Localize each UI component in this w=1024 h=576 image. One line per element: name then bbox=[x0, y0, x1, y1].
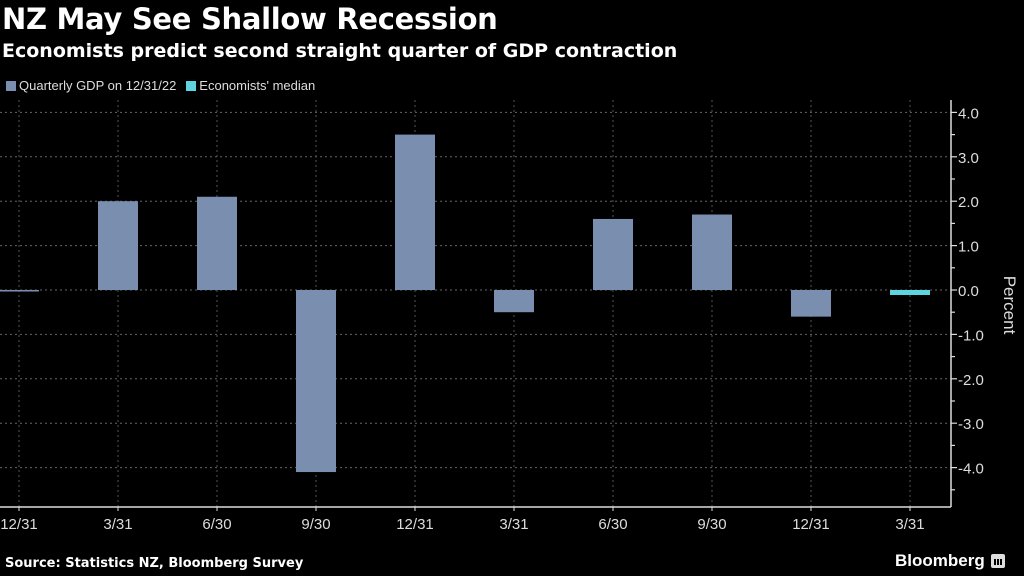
legend-label-median: Economists' median bbox=[199, 78, 316, 93]
y-tick-label: 1.0 bbox=[958, 239, 979, 256]
chart-subtitle: Economists predict second straight quart… bbox=[2, 40, 678, 62]
gdp-bar bbox=[791, 290, 831, 317]
gridlines bbox=[0, 100, 951, 507]
x-tick-label: 9/30 bbox=[697, 516, 726, 533]
gdp-bar bbox=[296, 290, 336, 473]
x-tick-label: 3/31 bbox=[499, 516, 528, 533]
chart-icon bbox=[990, 554, 1005, 568]
gdp-bar bbox=[0, 290, 39, 292]
source-note: Source: Statistics NZ, Bloomberg Survey bbox=[5, 556, 304, 571]
y-tick-label: -1.0 bbox=[958, 327, 984, 344]
gdp-bar bbox=[593, 218, 633, 290]
axes: 4.0 3.0 2.0 1.0 0.0 -1.0 -2.0 -3.0 -4.0 12/31 3/31… bbox=[0, 100, 984, 533]
x-tick-label: 6/30 bbox=[598, 516, 627, 533]
x-tick-label: 3/31 bbox=[895, 516, 924, 533]
gdp-bar bbox=[98, 201, 138, 290]
legend-swatch-gdp bbox=[6, 80, 16, 91]
brand-label: Bloomberg bbox=[895, 551, 985, 570]
bloomberg-logo: Bloomberg bbox=[895, 551, 1005, 571]
y-tick-label: -3.0 bbox=[958, 416, 984, 433]
legend-swatch-median bbox=[186, 80, 197, 91]
legend-item-median: Economists' median bbox=[186, 78, 315, 93]
chart-title: NZ May See Shallow Recession bbox=[2, 2, 498, 36]
legend-label-gdp: Quarterly GDP on 12/31/22 bbox=[19, 78, 177, 93]
gdp-bar bbox=[197, 196, 237, 290]
y-tick-label: 0.0 bbox=[958, 283, 979, 300]
gdp-bar bbox=[395, 134, 435, 290]
y-tick-label: -4.0 bbox=[958, 461, 984, 478]
legend-item-gdp: Quarterly GDP on 12/31/22 bbox=[6, 78, 176, 93]
x-tick-label: 3/31 bbox=[103, 516, 132, 533]
gdp-bar bbox=[494, 290, 534, 313]
x-tick-label: 6/30 bbox=[202, 516, 231, 533]
y-axis-title: Percent bbox=[1000, 276, 1019, 335]
bars bbox=[0, 134, 930, 473]
x-tick-label: 12/31 bbox=[792, 516, 830, 533]
y-tick-label: 3.0 bbox=[958, 150, 979, 167]
gdp-bar bbox=[692, 214, 732, 290]
median-bar bbox=[890, 290, 930, 295]
y-tick-label: 4.0 bbox=[958, 105, 979, 122]
x-tick-label: 9/30 bbox=[301, 516, 330, 533]
y-tick-label: 2.0 bbox=[958, 194, 979, 211]
y-tick-label: -2.0 bbox=[958, 372, 984, 389]
legend: Quarterly GDP on 12/31/22 Economists' me… bbox=[6, 78, 315, 93]
x-tick-label: 12/31 bbox=[396, 516, 434, 533]
x-tick-label: 12/31 bbox=[0, 516, 38, 533]
